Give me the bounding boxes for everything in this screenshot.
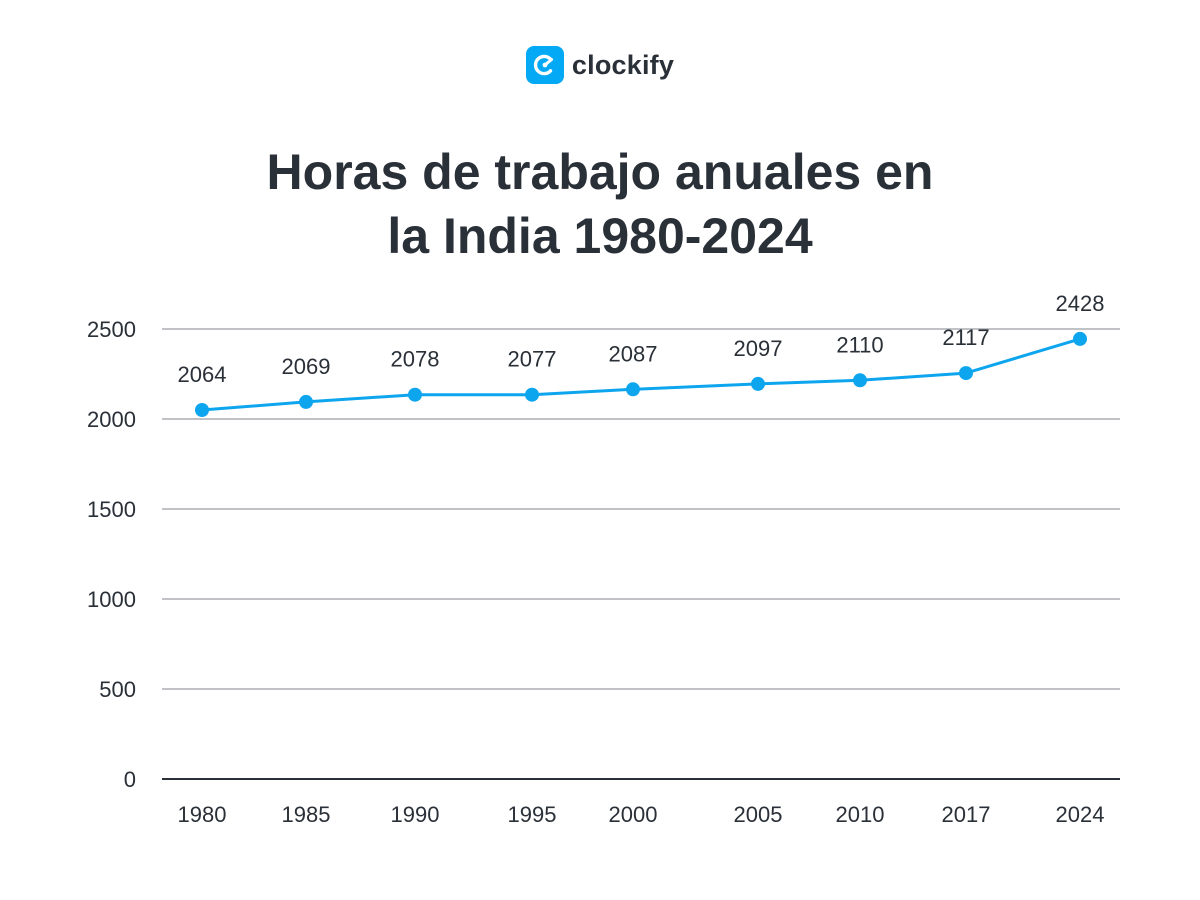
data-labels: 2064 2069 2078 2077 2087 2097 2110 2117 2428 xyxy=(178,291,1105,387)
data-point xyxy=(1073,331,1087,346)
y-tick-label: 2500 xyxy=(87,317,136,342)
x-tick-label: 1985 xyxy=(282,802,331,827)
y-tick-label: 1500 xyxy=(87,497,136,522)
data-points xyxy=(195,331,1087,417)
data-label: 2117 xyxy=(942,325,989,350)
data-label: 2428 xyxy=(1056,291,1105,316)
chart-title: Horas de trabajo anuales en la India 198… xyxy=(0,140,1200,268)
data-point xyxy=(525,387,539,402)
y-tick-label: 1000 xyxy=(87,587,136,612)
chart-title-line-1: Horas de trabajo anuales en xyxy=(266,144,934,200)
brand: clockify xyxy=(0,46,1200,84)
clockify-logo-icon xyxy=(525,46,564,84)
gridlines xyxy=(162,328,1120,780)
data-label: 2077 xyxy=(508,347,557,372)
data-point xyxy=(195,403,209,417)
data-point xyxy=(626,382,640,397)
logo-dot xyxy=(542,62,548,68)
x-axis-tick-labels: 1980 1985 1990 1995 2000 2005 2010 2017 2024 xyxy=(178,802,1105,827)
data-label: 2064 xyxy=(178,362,227,387)
data-point xyxy=(853,373,867,388)
y-tick-label: 500 xyxy=(99,677,136,702)
x-tick-label: 2017 xyxy=(942,802,991,827)
x-tick-label: 2005 xyxy=(734,802,783,827)
x-tick-label: 1990 xyxy=(391,802,440,827)
logo-c-shape xyxy=(533,54,553,76)
data-point xyxy=(959,366,973,381)
y-axis-tick-labels: 0 500 1000 1500 2000 2500 xyxy=(87,317,136,792)
data-point xyxy=(751,376,765,391)
x-tick-label: 2010 xyxy=(836,802,885,827)
data-point xyxy=(299,394,313,409)
data-label: 2069 xyxy=(282,354,331,379)
data-label: 2087 xyxy=(609,341,658,366)
chart-title-line-2: la India 1980-2024 xyxy=(387,208,813,264)
data-point xyxy=(408,387,422,402)
data-label: 2097 xyxy=(734,336,783,361)
data-label: 2110 xyxy=(836,332,883,357)
y-tick-label: 2000 xyxy=(87,407,136,432)
data-label: 2078 xyxy=(391,347,440,372)
x-tick-label: 1995 xyxy=(508,802,557,827)
x-tick-label: 1980 xyxy=(178,802,227,827)
x-tick-label: 2000 xyxy=(609,802,658,827)
y-tick-label: 0 xyxy=(124,767,136,792)
x-tick-label: 2024 xyxy=(1056,802,1105,827)
brand-name: clockify xyxy=(571,49,675,80)
